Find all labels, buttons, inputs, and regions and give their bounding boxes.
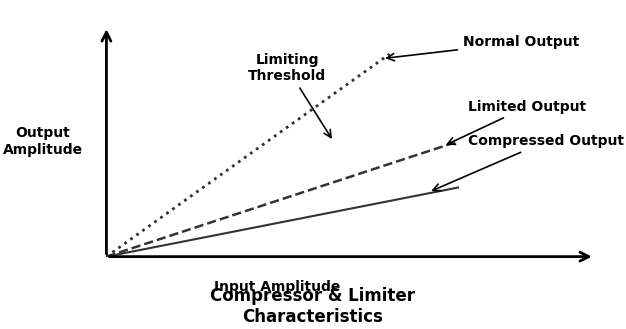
Text: Limiting
Threshold: Limiting Threshold	[248, 53, 331, 138]
Text: Compressed Output: Compressed Output	[433, 135, 623, 191]
Text: Input Amplitude: Input Amplitude	[214, 280, 341, 294]
Text: Normal Output: Normal Output	[387, 36, 579, 61]
Text: Compressor & Limiter
Characteristics: Compressor & Limiter Characteristics	[210, 287, 416, 326]
Text: Limited Output: Limited Output	[448, 100, 586, 144]
Text: Output
Amplitude: Output Amplitude	[3, 126, 83, 157]
